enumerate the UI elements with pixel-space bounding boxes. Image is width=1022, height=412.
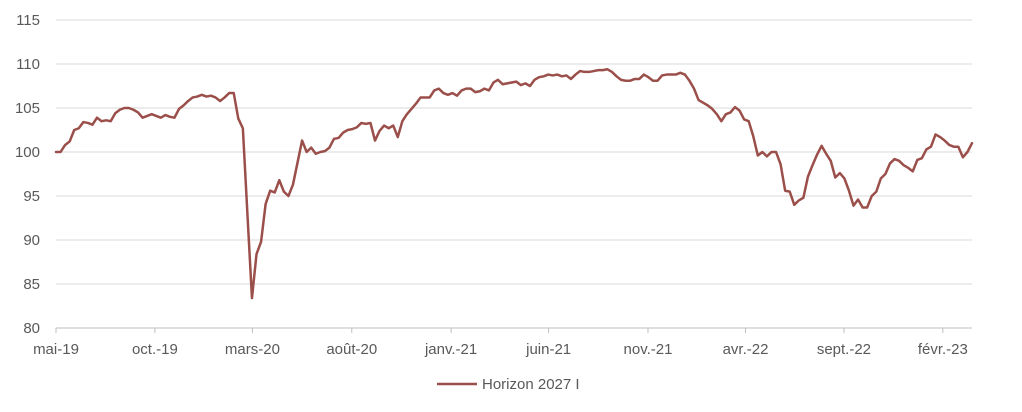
x-tick-label-1: oct.-19 — [132, 341, 178, 358]
x-tick-label-4: janv.-21 — [424, 341, 477, 358]
legend: Horizon 2027 I — [437, 376, 580, 393]
y-tick-label-95: 95 — [23, 188, 40, 205]
x-tick-label-3: août-20 — [326, 341, 377, 358]
x-tick-label-6: nov.-21 — [624, 341, 673, 358]
y-tick-label-90: 90 — [23, 232, 40, 249]
x-axis-tick-labels: mai-19 oct.-19 mars-20 août-20 janv.-21 juin-… — [33, 341, 968, 358]
x-tick-label-7: avr.-22 — [723, 341, 769, 358]
x-tick-label-0: mai-19 — [33, 341, 79, 358]
y-tick-label-100: 100 — [15, 144, 40, 161]
x-tick-label-9: févr.-23 — [918, 341, 968, 358]
y-tick-label-85: 85 — [23, 276, 40, 293]
y-gridlines — [56, 19, 972, 285]
y-tick-label-110: 110 — [16, 56, 40, 73]
x-tick-label-2: mars-20 — [225, 341, 280, 358]
y-tick-label-105: 105 — [15, 100, 40, 117]
y-tick-label-80: 80 — [23, 320, 40, 337]
x-axis-ticks — [55, 328, 944, 333]
x-tick-label-8: sept.-22 — [817, 341, 871, 358]
series-group — [54, 68, 974, 300]
y-tick-label-115: 115 — [16, 12, 40, 29]
y-axis-tick-labels: 80 85 90 95 100 105 110 115 — [15, 12, 40, 337]
series-line-0 — [54, 68, 974, 300]
legend-label-horizon-2027-i: Horizon 2027 I — [482, 376, 580, 393]
x-tick-label-5: juin-21 — [525, 341, 571, 358]
